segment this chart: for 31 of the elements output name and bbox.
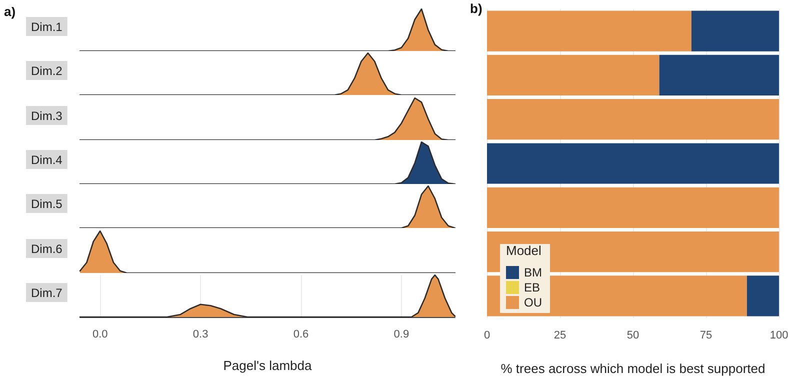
bar: [487, 10, 692, 52]
legend-label: BM: [524, 266, 542, 280]
x-axis-title: Pagel's lambda: [223, 358, 313, 373]
bar: [487, 99, 779, 140]
bar: [746, 276, 779, 316]
text: Dim.6: [31, 242, 63, 256]
bar: [691, 10, 779, 52]
legend-label: OU: [524, 296, 542, 310]
x-tick-label: 100: [770, 330, 788, 342]
bar: [487, 187, 779, 228]
x-tick-label: 0.9: [394, 328, 410, 340]
text: Dim.3: [31, 108, 63, 123]
x-axis-title: % trees across which model is best supported: [500, 361, 766, 376]
legend-title: Model: [506, 243, 542, 258]
bar: [487, 54, 660, 96]
x-tick-label: 25: [554, 330, 566, 342]
text: Dim.2: [31, 64, 63, 78]
x-tick-label: 50: [626, 330, 640, 342]
text: b): [470, 1, 482, 16]
bar: [659, 54, 779, 96]
bar: [487, 143, 779, 184]
text: Dim.5: [31, 197, 63, 212]
text: Dim.1: [31, 20, 63, 34]
x-tick-label: 75: [700, 330, 712, 342]
x-tick-label: 0.3: [192, 328, 208, 340]
text: Dim.7: [31, 286, 63, 300]
x-tick-label: 0.0: [92, 328, 108, 340]
x-tick-label: 0.6: [293, 328, 309, 340]
legend-label: EB: [524, 280, 540, 294]
text: Dim.4: [31, 152, 63, 167]
x-tick-label: 0: [484, 330, 490, 342]
